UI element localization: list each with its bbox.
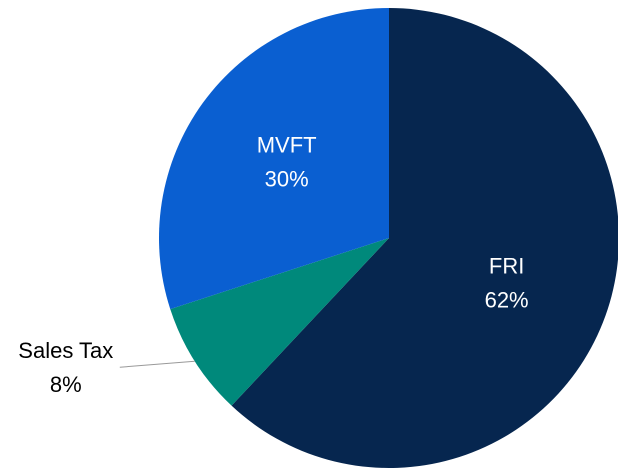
slice-value: 8% bbox=[50, 372, 82, 397]
slice-value: 30% bbox=[265, 166, 309, 191]
pie-slice bbox=[170, 238, 389, 406]
leader-line bbox=[119, 360, 195, 368]
slice-label: FRI bbox=[489, 253, 524, 278]
slice-label: Sales Tax bbox=[18, 338, 113, 363]
slice-label: MVFT bbox=[257, 132, 317, 157]
pie-slice bbox=[231, 8, 618, 468]
pie-slice bbox=[158, 8, 389, 310]
slice-value: 62% bbox=[485, 287, 529, 312]
